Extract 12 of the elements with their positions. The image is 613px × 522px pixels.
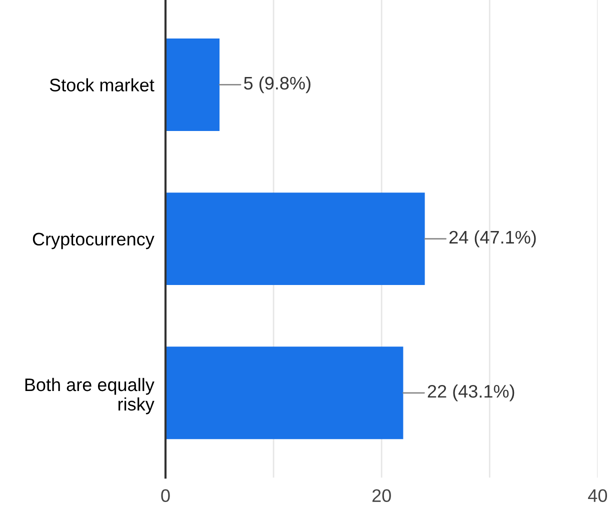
data-label: 5 (9.8%) <box>244 76 310 94</box>
data-label: 22 (43.1%) <box>428 384 514 402</box>
bar <box>166 346 404 440</box>
y-tick-label: Stock market <box>50 78 154 92</box>
bar <box>166 192 425 286</box>
x-tick-label: 40 <box>588 489 608 502</box>
y-tick-label: Both are equally risky <box>25 378 154 414</box>
y-tick-label: Cryptocurrency <box>32 232 154 250</box>
bar <box>166 38 220 131</box>
data-label: 24 (47.1%) <box>449 230 536 248</box>
x-tick-label: 20 <box>372 489 391 502</box>
x-tick-label: 0 <box>161 489 170 502</box>
